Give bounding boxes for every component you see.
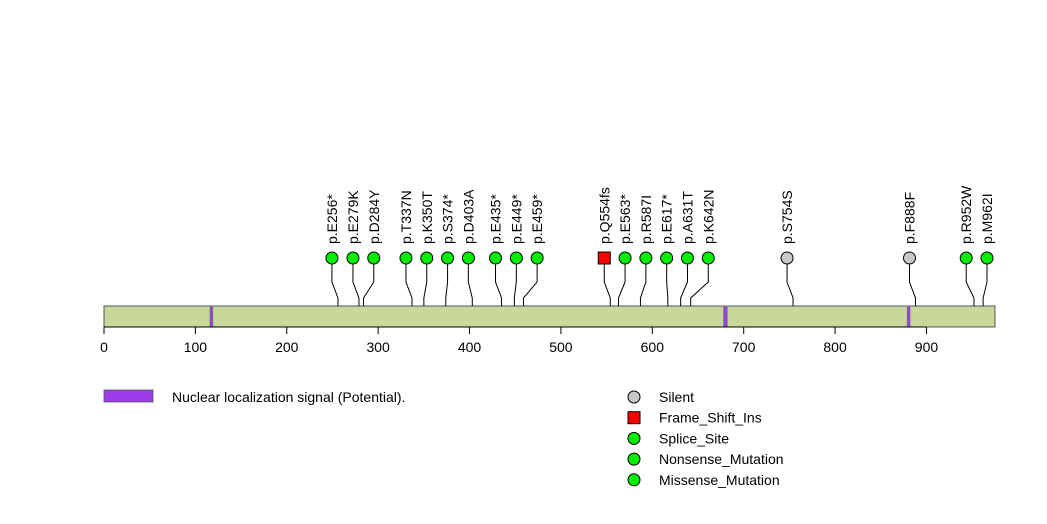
mutation-stem — [363, 258, 375, 306]
mutation-head — [959, 251, 973, 265]
mutation-label: p.T337N — [398, 190, 414, 244]
x-tick-label: 300 — [366, 339, 390, 355]
mutation-head — [639, 251, 653, 265]
type-legend-label: Splice_Site — [659, 430, 729, 446]
mutation-label: p.D403A — [460, 189, 476, 244]
type-legend-label: Silent — [659, 389, 694, 405]
mutation-head — [660, 251, 674, 265]
mutation-label: p.F888F — [901, 192, 917, 244]
mutation-head — [325, 251, 339, 265]
mutation-label: p.E563* — [617, 194, 633, 244]
mutation-label: p.E256* — [324, 194, 340, 244]
mutation-stem — [445, 258, 449, 306]
mutation-stem — [352, 258, 360, 306]
mutation-stem — [965, 258, 975, 306]
mutation-head — [701, 251, 715, 265]
mutation-head — [399, 251, 413, 265]
type-legend-marker — [627, 390, 641, 404]
mutation-head — [680, 251, 694, 265]
mutation-head — [597, 251, 611, 265]
mutation-label: p.K350T — [419, 191, 435, 244]
mutation-stem — [680, 258, 688, 306]
mutation-stem — [982, 258, 988, 306]
domain-legend-label: Nuclear localization signal (Potential). — [172, 389, 405, 405]
mutation-stem — [467, 258, 473, 306]
mutation-stem — [639, 258, 647, 306]
x-tick-label: 100 — [184, 339, 208, 355]
domain-legend-swatch — [103, 389, 154, 403]
mutation-stem — [666, 258, 669, 306]
mutation-head — [780, 251, 794, 265]
mutation-head — [420, 251, 434, 265]
type-legend-label: Missense_Mutation — [659, 472, 780, 488]
mutation-stem — [331, 258, 339, 306]
mutation-label: p.E279K — [345, 190, 361, 244]
protein-bar — [103, 305, 996, 328]
mutation-stem — [617, 258, 626, 306]
mutation-head — [618, 251, 632, 265]
mutation-stem — [513, 258, 517, 306]
x-tick-label: 0 — [100, 339, 108, 355]
mutation-head — [489, 251, 503, 265]
type-legend-label: Frame_Shift_Ins — [659, 410, 762, 426]
mutation-stem — [522, 258, 538, 306]
x-tick-label: 600 — [641, 339, 665, 355]
mutation-head — [509, 251, 523, 265]
mutation-stem — [786, 258, 794, 306]
mutation-head — [346, 251, 360, 265]
mutation-label: p.E435* — [488, 194, 504, 244]
x-tick-label: 700 — [732, 339, 756, 355]
mutation-head — [980, 251, 994, 265]
mutation-head — [902, 251, 916, 265]
mutation-label: p.M962I — [979, 193, 995, 244]
mutation-label: p.D284Y — [366, 189, 382, 244]
mutation-label: p.R587I — [638, 195, 654, 244]
type-legend-marker — [627, 473, 641, 487]
mutation-stem — [908, 258, 916, 306]
mutation-head — [367, 251, 381, 265]
mutation-head — [530, 251, 544, 265]
mutation-label: p.S374* — [440, 194, 456, 244]
mutation-label: p.E459* — [529, 194, 545, 244]
domain-region — [209, 305, 214, 328]
domain-region — [906, 305, 911, 328]
mutation-label: p.A631T — [679, 191, 695, 244]
mutation-stem — [690, 258, 709, 306]
x-tick-label: 400 — [458, 339, 482, 355]
mutation-label: p.E617* — [659, 194, 675, 244]
mutation-label: p.S754S — [779, 190, 795, 244]
mutation-stem — [603, 258, 611, 306]
mutation-head — [441, 251, 455, 265]
mutation-label: p.E449* — [508, 194, 524, 244]
mutation-label: p.Q554fs — [596, 187, 612, 244]
mutation-label: p.K642N — [700, 190, 716, 244]
x-tick-label: 900 — [915, 339, 939, 355]
type-legend-label: Nonsense_Mutation — [659, 451, 784, 467]
mutation-stem — [495, 258, 503, 306]
x-tick-label: 500 — [549, 339, 573, 355]
type-legend-marker — [627, 431, 641, 445]
mutation-stem — [423, 258, 428, 306]
type-legend-marker — [627, 411, 641, 425]
mutation-label: p.R952W — [958, 185, 974, 244]
mutation-stem — [405, 258, 413, 306]
type-legend-marker — [627, 452, 641, 466]
x-tick-label: 800 — [823, 339, 847, 355]
mutation-head — [461, 251, 475, 265]
x-tick-label: 200 — [275, 339, 299, 355]
domain-region — [723, 305, 728, 328]
